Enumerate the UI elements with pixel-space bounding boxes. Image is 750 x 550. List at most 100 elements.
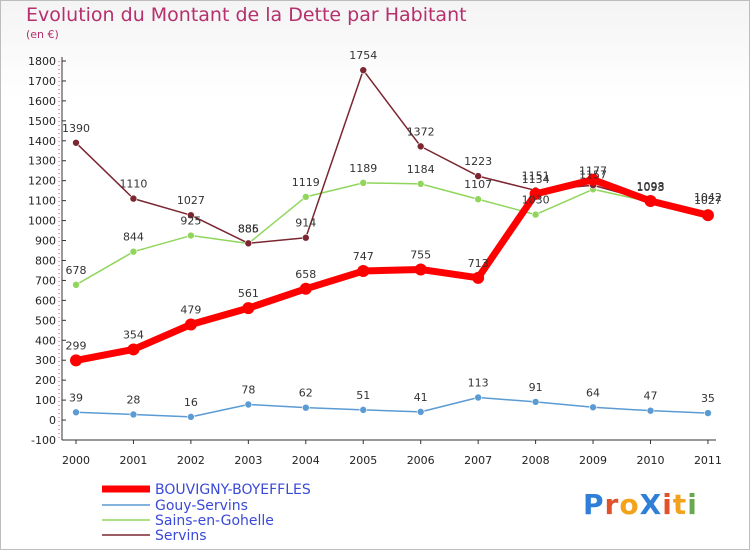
data-label: 113: [468, 377, 489, 390]
y-tick-label: 100: [35, 394, 56, 407]
data-label: 925: [180, 215, 201, 228]
data-point: [589, 403, 597, 412]
data-point: [416, 408, 425, 416]
x-tick-label: 2005: [349, 454, 377, 467]
data-label: 1027: [177, 194, 205, 207]
axes: -100 0 100 200 300 400 500 600 700 800 900 1000 1100…: [28, 55, 722, 467]
data-label: 1223: [464, 155, 492, 168]
legend-label: Servins: [155, 528, 207, 544]
data-label: 886: [238, 222, 259, 235]
data-label: 1754: [349, 49, 377, 62]
data-point: [474, 195, 482, 204]
data-label: 1098: [637, 180, 665, 193]
logo-letter: X: [639, 488, 663, 521]
data-point: [301, 193, 310, 201]
y-tick-label: 500: [35, 314, 56, 327]
data-label: 1042: [694, 191, 722, 204]
y-tick-label: 1600: [28, 95, 56, 108]
data-label: 1157: [579, 168, 607, 181]
series-line: [75, 182, 709, 286]
x-tick-label: 2007: [464, 454, 492, 467]
legend-entry: BOUVIGNY-BOYEFFLES: [102, 482, 311, 498]
legend-label: Sains-en-Gohelle: [155, 513, 274, 529]
data-point: [359, 179, 368, 187]
data-label: 16: [184, 396, 198, 409]
data-label: 747: [353, 250, 374, 263]
legend: BOUVIGNY-BOYEFFLESGouy-ServinsSains-en-G…: [102, 482, 311, 544]
series-line: [75, 176, 709, 364]
data-label: 47: [644, 390, 658, 403]
data-point: [244, 400, 253, 409]
data-label: 28: [126, 393, 140, 406]
data-point: [531, 210, 540, 219]
data-label: 844: [123, 231, 144, 244]
data-point: [187, 413, 195, 421]
data-label: 914: [295, 217, 316, 230]
y-tick-label: 800: [35, 254, 56, 267]
data-point: [72, 408, 80, 417]
data-point: [474, 172, 482, 180]
y-tick-label: 1500: [28, 115, 56, 128]
data-label: 1119: [292, 176, 320, 189]
data-point: [474, 393, 482, 402]
y-tick-label: 1700: [28, 75, 56, 88]
data-labels: 299 354 479 561 658 747 755 713 1134 1098 39 28 16 78…: [62, 49, 722, 409]
data-label: 1390: [62, 122, 90, 135]
data-label: 1184: [407, 163, 435, 176]
y-tick-label: 1400: [28, 135, 56, 148]
data-label: 1134: [522, 173, 550, 186]
y-tick-label: 900: [35, 235, 56, 248]
data-label: 299: [66, 339, 87, 352]
data-point: [127, 343, 140, 356]
legend-entry: Servins: [102, 528, 207, 544]
data-label: 1151: [522, 169, 550, 182]
logo-letter: P: [583, 488, 605, 521]
data-point: [414, 263, 427, 276]
data-label: 62: [299, 387, 313, 400]
legend-entry: Gouy-Servins: [102, 498, 248, 514]
x-tick-label: 2010: [637, 454, 665, 467]
data-point: [416, 180, 425, 188]
x-tick-label: 2004: [292, 454, 320, 467]
data-point: [129, 410, 138, 419]
proxiti-logo: ProXiti: [583, 488, 698, 521]
x-tick-label: 2006: [407, 454, 435, 467]
series-line: [75, 69, 709, 245]
legend-label: BOUVIGNY-BOYEFFLES: [155, 482, 311, 498]
data-point: [529, 187, 542, 200]
y-tick-label: 1200: [28, 175, 56, 188]
data-label: 1107: [464, 178, 492, 191]
series-line: [75, 396, 708, 418]
data-point: [299, 282, 312, 295]
data-point: [129, 247, 138, 256]
data-point: [244, 239, 253, 248]
y-tick-label: 0: [49, 414, 56, 427]
data-point: [646, 406, 655, 415]
data-label: 64: [586, 386, 600, 399]
data-label: 91: [529, 381, 543, 394]
x-tick-label: 2001: [119, 454, 147, 467]
data-label: 1027: [694, 194, 722, 207]
data-point: [531, 398, 540, 406]
data-point: [184, 318, 197, 331]
data-label: 658: [295, 268, 316, 281]
logo-letter: t: [672, 488, 688, 521]
data-point: [187, 231, 195, 240]
y-tick-label: 400: [35, 334, 56, 347]
y-tick-label: 1000: [28, 215, 56, 228]
unit-label: (en €): [26, 28, 59, 41]
x-tick-label: 2008: [522, 454, 550, 467]
data-point: [359, 66, 368, 74]
data-label: 678: [66, 264, 87, 277]
data-label: 1177: [579, 164, 607, 177]
logo-letter: r: [604, 488, 620, 521]
data-point: [701, 209, 714, 222]
data-label: 39: [69, 391, 83, 404]
x-tick-label: 2000: [62, 454, 90, 467]
data-point: [301, 233, 310, 242]
data-point: [72, 138, 80, 147]
data-label: 1110: [119, 178, 147, 191]
y-tick-label: -100: [31, 434, 56, 447]
data-point: [242, 302, 255, 315]
